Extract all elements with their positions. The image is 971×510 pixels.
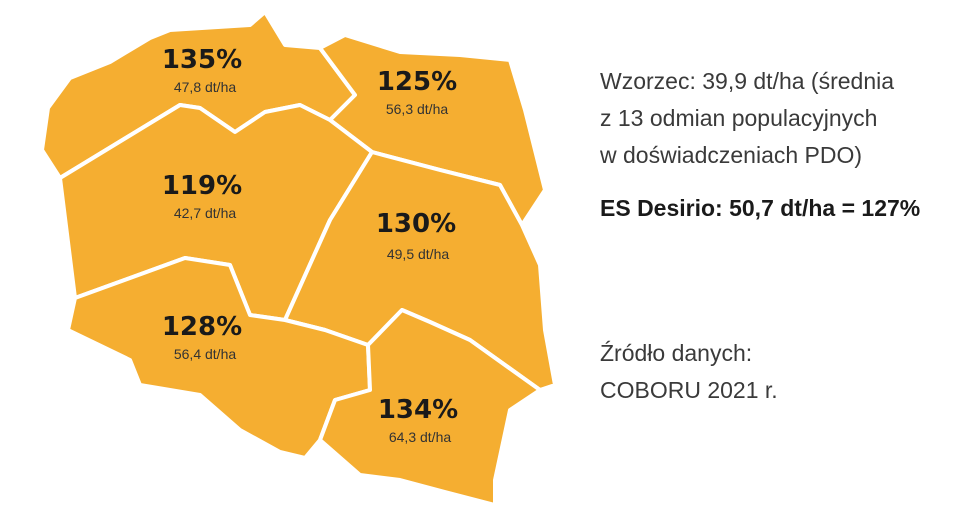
source-line: Źródło danych: <box>600 340 753 366</box>
reference-line: w doświadczeniach PDO) <box>600 142 863 168</box>
percent-label: 135% <box>162 45 242 75</box>
source-line: COBORU 2021 r. <box>600 377 778 403</box>
yield-label: 47,8 dt/ha <box>174 79 236 95</box>
yield-label: 56,4 dt/ha <box>174 346 236 362</box>
percent-label: 128% <box>162 312 242 342</box>
label-east: 130% 49,5 dt/ha <box>376 209 456 262</box>
label-central-west: 119% 42,7 dt/ha <box>162 171 242 221</box>
reference-line: z 13 odmian populacyjnych <box>600 105 878 131</box>
label-south-east: 134% 64,3 dt/ha <box>378 395 458 445</box>
yield-label: 49,5 dt/ha <box>387 246 449 262</box>
reference-line: Wzorzec: 39,9 dt/ha (średnia <box>600 68 895 94</box>
poland-regions-map: 135% 47,8 dt/ha 125% 56,3 dt/ha 119% 42,… <box>40 10 557 507</box>
percent-label: 119% <box>162 171 242 201</box>
variety-result: ES Desirio: 50,7 dt/ha = 127% <box>600 195 921 221</box>
yield-label: 56,3 dt/ha <box>386 101 448 117</box>
percent-label: 130% <box>376 209 456 239</box>
label-north-west: 135% 47,8 dt/ha <box>162 45 242 95</box>
percent-label: 125% <box>377 67 457 97</box>
source-note: Źródło danych: COBORU 2021 r. <box>600 335 778 409</box>
region-south-east <box>318 308 542 507</box>
label-north-east: 125% 56,3 dt/ha <box>377 67 457 117</box>
percent-label: 134% <box>378 395 458 425</box>
label-south-west: 128% 56,4 dt/ha <box>162 312 242 362</box>
yield-label: 42,7 dt/ha <box>174 205 236 221</box>
yield-label: 64,3 dt/ha <box>389 429 451 445</box>
reference-note: Wzorzec: 39,9 dt/ha (średnia z 13 odmian… <box>600 63 965 174</box>
